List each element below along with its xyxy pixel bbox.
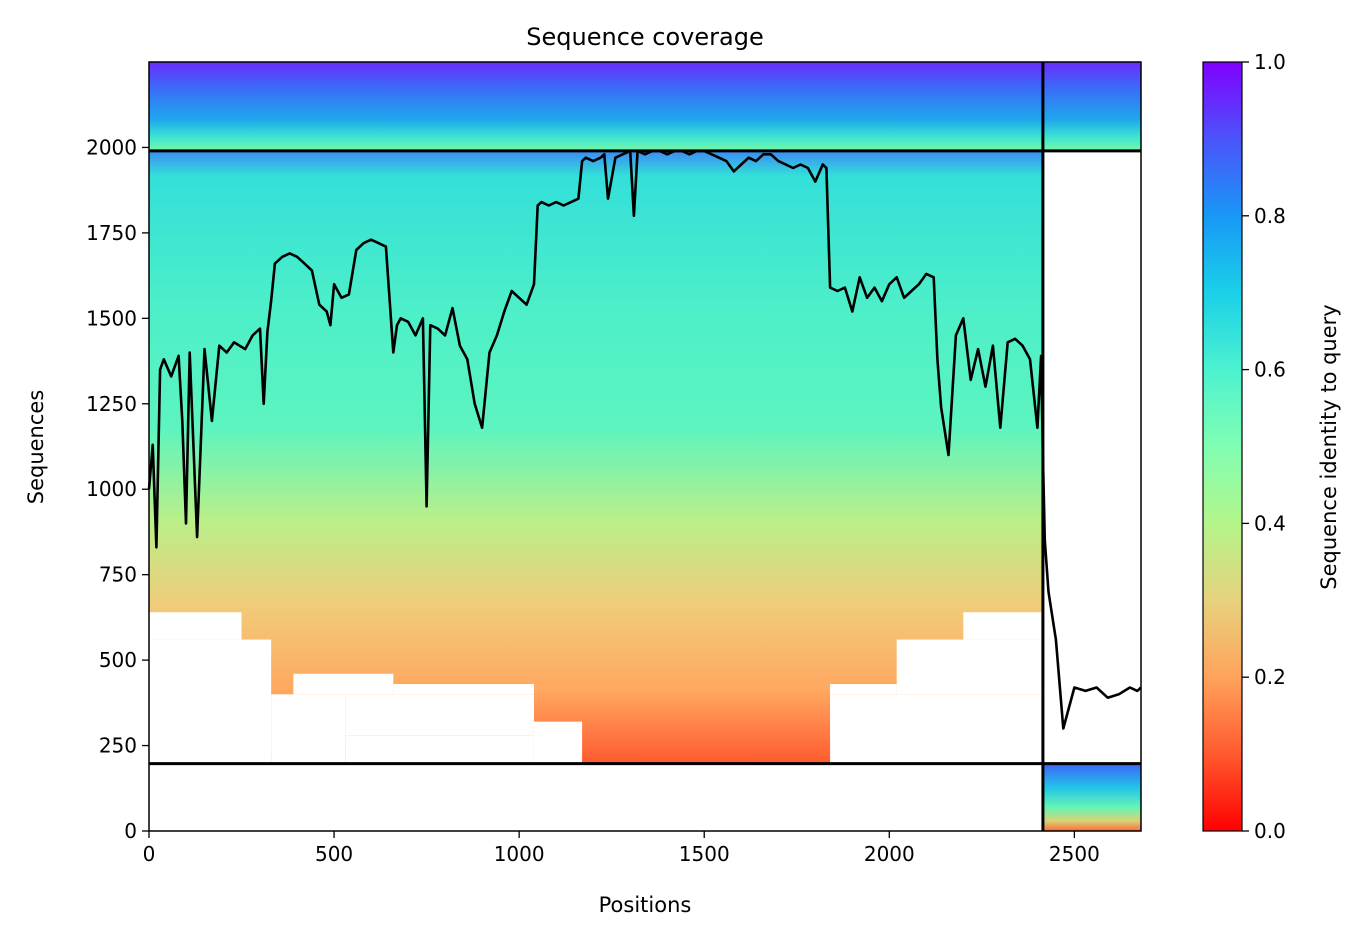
chain-boundaries xyxy=(149,62,1141,831)
chain-A-block xyxy=(149,150,1043,764)
colorbar-tick-label: 0.2 xyxy=(1254,665,1286,689)
y-tick-label: 1250 xyxy=(86,392,137,416)
plot-frame xyxy=(148,61,1142,832)
coverage-gap xyxy=(345,694,534,736)
coverage-gap xyxy=(393,684,534,695)
chart-title: Sequence coverage xyxy=(526,23,763,51)
heatmap-blocks xyxy=(149,62,1141,831)
coverage-gap xyxy=(533,721,583,764)
colorbar-tick-label: 0.8 xyxy=(1254,204,1286,228)
coverage-gap xyxy=(271,694,346,764)
coverage-mask xyxy=(149,150,1141,764)
coverage-gap xyxy=(830,694,1043,764)
y-tick-label: 1500 xyxy=(86,306,137,330)
y-tick-label: 250 xyxy=(99,734,137,758)
coverage-gap xyxy=(1042,150,1141,764)
coverage-gap xyxy=(149,639,272,764)
x-tick-label: 2000 xyxy=(864,842,915,866)
x-tick-label: 0 xyxy=(143,842,156,866)
colorbar-tick-label: 0.4 xyxy=(1254,511,1286,535)
y-tick-label: 750 xyxy=(99,563,137,587)
x-tick-label: 2500 xyxy=(1049,842,1100,866)
coverage-gap xyxy=(345,735,534,764)
colorbar-tick-label: 0.0 xyxy=(1254,819,1286,843)
y-tick-label: 500 xyxy=(99,648,137,672)
colorbar: 0.0 0.2 0.4 0.6 0.8 1.0 Sequence identity to … xyxy=(1202,50,1341,843)
x-tick-label: 1000 xyxy=(494,842,545,866)
coverage-gap xyxy=(963,612,1043,640)
x-axis-label: Positions xyxy=(599,893,692,917)
coverage-gap xyxy=(293,673,394,695)
y-tick-label: 1750 xyxy=(86,221,137,245)
coverage-gap xyxy=(149,612,242,640)
colorbar-label: Sequence identity to query xyxy=(1317,304,1341,589)
x-tick-label: 500 xyxy=(315,842,353,866)
coverage-gap xyxy=(830,684,897,695)
colorbar-gradient xyxy=(1202,61,1243,832)
chain-B-block xyxy=(1042,763,1141,831)
y-axis: 0 250 500 750 1000 1250 1500 1750 2000 xyxy=(86,135,149,843)
y-tick-label: 0 xyxy=(124,819,137,843)
y-axis-label: Sequences xyxy=(24,390,48,505)
colorbar-ticks: 0.0 0.2 0.4 0.6 0.8 1.0 xyxy=(1242,50,1286,843)
plot-area xyxy=(147,61,1142,832)
coverage-line xyxy=(147,149,1142,730)
coverage-gap xyxy=(896,639,1043,695)
y-tick-label: 1000 xyxy=(86,477,137,501)
y-tick-label: 2000 xyxy=(86,135,137,159)
colorbar-tick-label: 0.6 xyxy=(1254,358,1286,382)
x-tick-label: 1500 xyxy=(679,842,730,866)
paired-block xyxy=(149,62,1141,151)
colorbar-tick-label: 1.0 xyxy=(1254,50,1286,74)
x-axis: 0 500 1000 1500 2000 2500 xyxy=(143,831,1100,866)
